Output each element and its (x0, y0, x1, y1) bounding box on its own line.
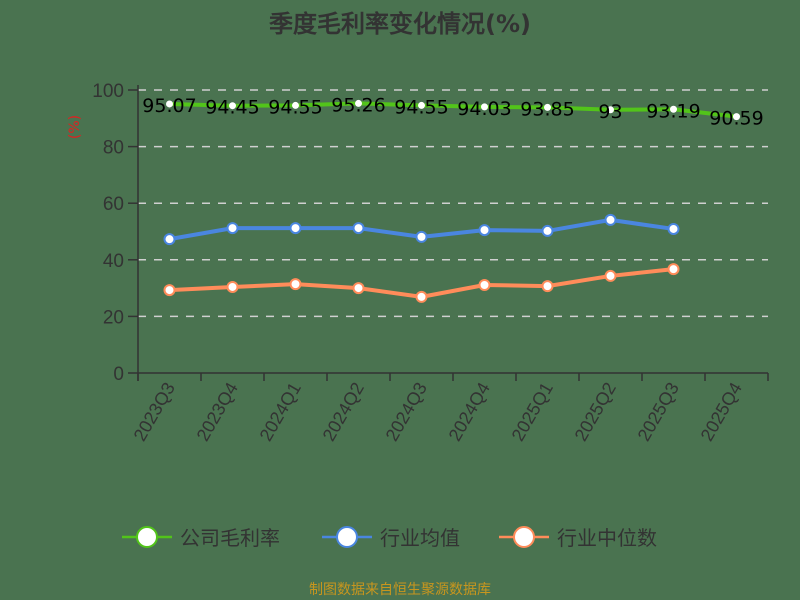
data-labels: 95.07 94.45 94.55 95.26 94.55 94.03 93.85 93 93.… (142, 94, 763, 129)
x-tick-label: 2024Q4 (445, 379, 494, 444)
data-point (292, 101, 299, 109)
y-axis-label: (%) (67, 115, 83, 139)
data-point (478, 224, 491, 237)
y-tick-label: 80 (103, 138, 124, 159)
data-point (478, 278, 491, 291)
data-label: 93 (598, 101, 622, 123)
source-note: 制图数据来自恒生聚源数据库 (309, 582, 491, 598)
data-point (355, 99, 362, 107)
y-tick-label: 0 (113, 364, 124, 385)
x-tick-label: 2024Q3 (382, 379, 431, 444)
x-tick-label: 2025Q3 (634, 379, 683, 444)
data-point (352, 282, 365, 295)
data-label: 95.26 (331, 94, 385, 116)
data-point (544, 103, 551, 111)
legend-marker-icon (136, 526, 158, 548)
series-lines (163, 99, 740, 303)
x-tick-label: 2024Q1 (256, 379, 305, 444)
data-point (226, 280, 239, 293)
legend-marker-icon (513, 526, 535, 548)
data-label: 94.55 (394, 96, 448, 118)
chart-title: 季度毛利率变化情况(%) (269, 10, 531, 38)
data-point (604, 213, 617, 226)
data-label: 90.59 (709, 108, 763, 130)
data-label: 94.55 (268, 96, 322, 118)
data-point (289, 222, 302, 235)
axes (128, 85, 769, 381)
data-point (163, 284, 176, 297)
data-point (604, 269, 617, 282)
data-label: 94.45 (205, 97, 259, 119)
data-point (541, 280, 554, 293)
series-line (169, 101, 737, 119)
legend-label: 行业均值 (380, 526, 460, 550)
legend-label: 公司毛利率 (180, 526, 280, 550)
x-tick-label: 2025Q2 (571, 379, 620, 444)
data-point (667, 263, 680, 276)
data-point (670, 105, 677, 113)
data-point (733, 113, 740, 121)
x-tick-label: 2023Q3 (130, 379, 179, 444)
data-label: 93.85 (520, 98, 574, 120)
y-tick-label: 40 (103, 251, 124, 272)
legend-item: 行业均值 (322, 526, 460, 550)
x-tick-label: 2024Q2 (319, 379, 368, 444)
data-point (226, 222, 239, 235)
x-tick-label: 2025Q4 (697, 379, 746, 444)
legend-item: 公司毛利率 (122, 526, 280, 550)
data-point (541, 224, 554, 237)
data-label: 95.07 (142, 95, 196, 117)
legend-item: 行业中位数 (499, 526, 657, 550)
data-point (289, 278, 302, 291)
y-tick-label: 20 (103, 307, 124, 328)
data-point (607, 106, 614, 114)
legend-marker-icon (336, 526, 358, 548)
data-point (415, 290, 428, 303)
data-point (481, 103, 488, 111)
data-point (418, 101, 425, 109)
data-label: 94.03 (457, 98, 511, 120)
data-point (667, 222, 680, 235)
y-tick-label: 100 (92, 81, 124, 102)
legend: 公司毛利率 行业均值 行业中位数 (122, 526, 657, 550)
data-label: 93.19 (646, 100, 700, 122)
data-point (229, 102, 236, 110)
data-point (166, 100, 173, 108)
x-tick-label: 2023Q4 (193, 379, 242, 444)
y-axis-ticks: 0 20 40 60 80 100 (92, 81, 124, 385)
legend-label: 行业中位数 (557, 526, 657, 550)
y-tick-label: 60 (103, 194, 124, 215)
data-point (163, 233, 176, 246)
data-point (352, 222, 365, 235)
x-tick-label: 2025Q1 (508, 379, 557, 444)
x-axis-ticks: 2023Q3 2023Q4 2024Q1 2024Q2 2024Q3 2024Q4 2025… (130, 379, 746, 444)
data-point (415, 230, 428, 243)
